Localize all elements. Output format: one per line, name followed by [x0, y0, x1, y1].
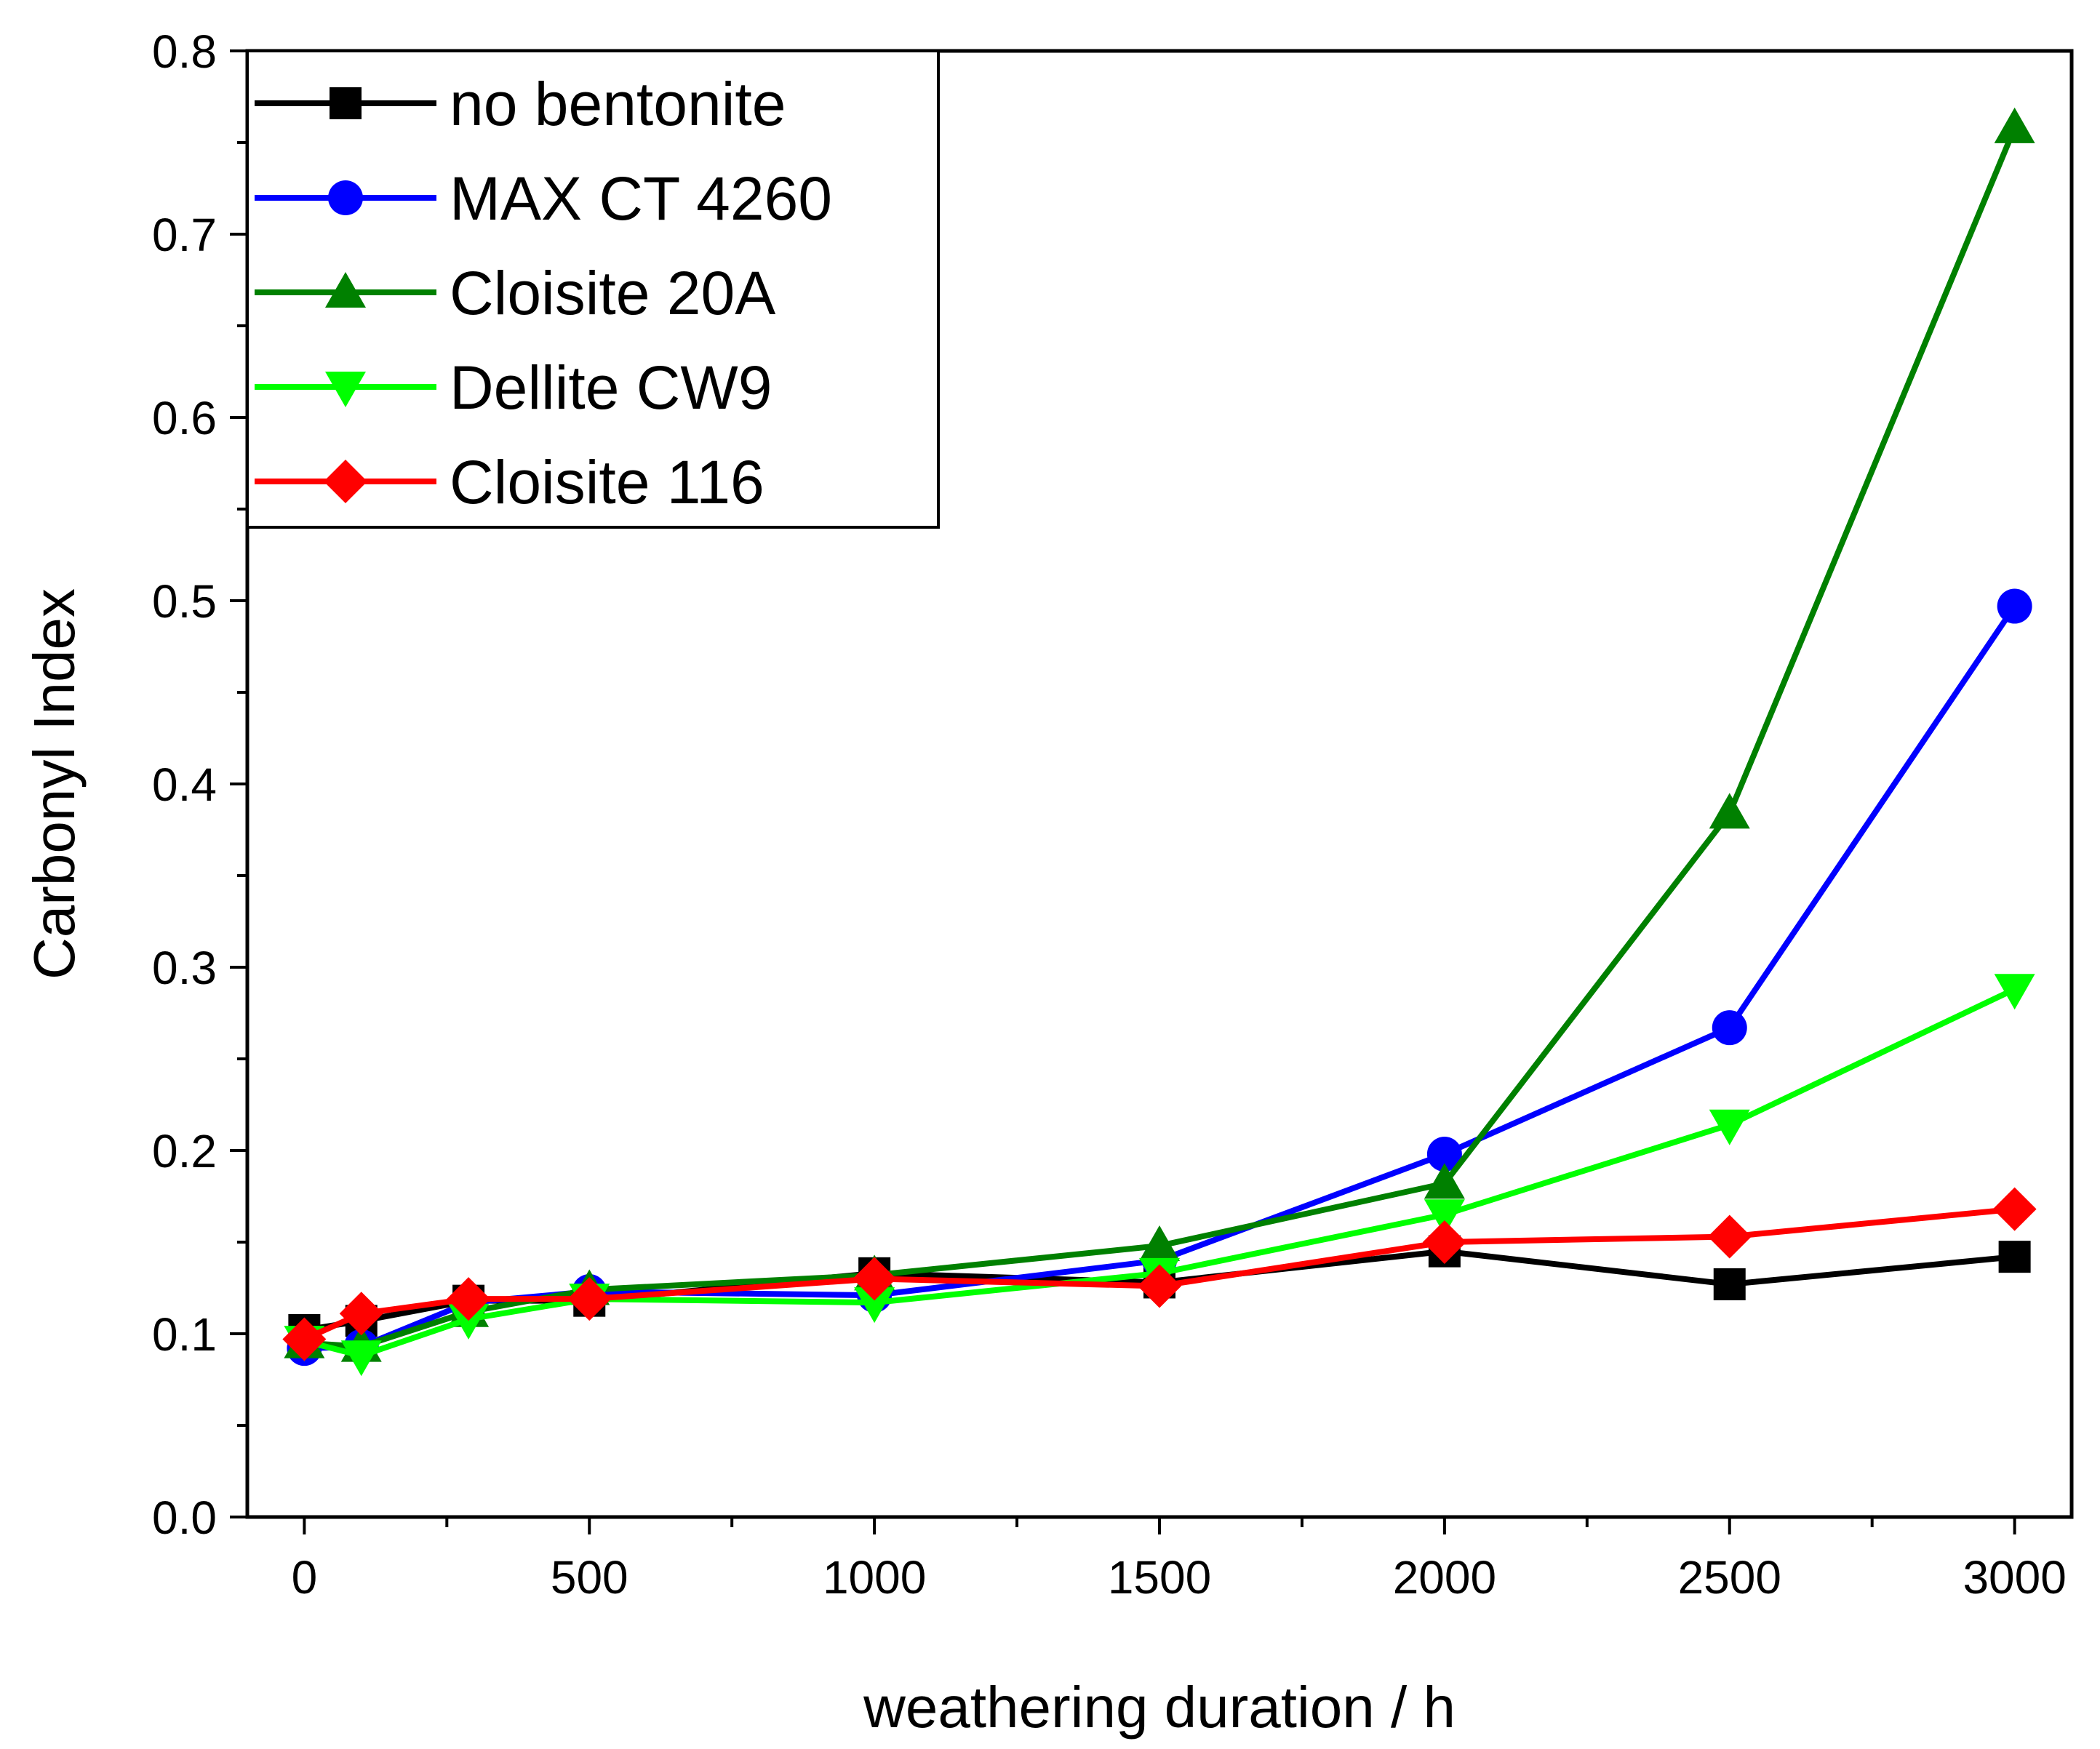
axes: 0 500 1000 1500 2000 2500 3000 0.0 0.1 0.2 0.3 0.4 0…	[152, 25, 2074, 1604]
y-tick-label: 0.4	[152, 759, 217, 811]
y-tick-label: 0.0	[152, 1492, 217, 1544]
legend-label: Cloisite 116	[450, 448, 764, 516]
legend-item: no bentonite	[255, 70, 786, 138]
data-point	[1709, 793, 1750, 829]
series-layer	[282, 107, 2037, 1377]
data-point	[340, 1340, 382, 1377]
data-point	[1994, 107, 2035, 143]
data-point	[447, 1277, 491, 1321]
data-point	[567, 1277, 612, 1321]
legend-marker	[328, 180, 363, 215]
data-point	[1139, 1225, 1180, 1262]
data-point	[282, 1317, 327, 1361]
legend-label: no bentonite	[450, 70, 786, 138]
data-point	[1713, 1268, 1746, 1300]
x-tick-label: 1000	[823, 1551, 926, 1604]
data-point	[1424, 1199, 1465, 1236]
legend-marker	[325, 272, 366, 308]
legend-item: MAX CT 4260	[255, 164, 832, 233]
legend-item: Dellite CW9	[255, 353, 772, 422]
data-point	[1709, 1109, 1750, 1145]
data-point	[339, 1292, 383, 1336]
data-point	[1994, 974, 2035, 1010]
data-point	[1998, 1241, 2031, 1273]
data-point	[1138, 1264, 1181, 1308]
legend-marker	[330, 87, 362, 119]
y-tick-label: 0.1	[152, 1308, 217, 1361]
legend-item: Cloisite 116	[255, 448, 764, 516]
x-tick-label: 0	[292, 1551, 318, 1604]
x-tick-label: 2500	[1678, 1551, 1781, 1604]
data-point	[1426, 1137, 1462, 1172]
legend-marker	[324, 460, 367, 503]
y-tick-label: 0.8	[152, 25, 217, 78]
data-point	[853, 1257, 897, 1301]
data-point	[448, 1303, 490, 1340]
data-point	[1992, 1187, 2037, 1231]
series-dellite-cw9	[284, 974, 2035, 1377]
x-tick-label: 2000	[1393, 1551, 1496, 1604]
y-tick-label: 0.5	[152, 575, 217, 628]
data-point	[1707, 1214, 1752, 1259]
legend: no bentonite MAX CT 4260 Cloisite 20A Delli…	[246, 49, 940, 529]
legend-item: Cloisite 20A	[255, 259, 775, 327]
series-cloisite-116	[282, 1187, 2037, 1361]
legend-marker	[325, 372, 366, 407]
data-point	[1422, 1220, 1466, 1264]
data-point	[1997, 588, 2032, 624]
legend-label: Cloisite 20A	[450, 259, 775, 327]
y-tick-label: 0.6	[152, 392, 217, 444]
legend-box	[246, 49, 940, 529]
x-tick-label: 3000	[1963, 1551, 2066, 1604]
legend-label: Dellite CW9	[450, 353, 772, 422]
y-tick-label: 0.3	[152, 942, 217, 994]
y-tick-label: 0.7	[152, 209, 217, 261]
x-tick-label: 500	[551, 1551, 628, 1604]
data-point	[1712, 1010, 1747, 1046]
x-axis-title: weathering duration / h	[863, 1675, 1456, 1740]
data-point	[854, 1287, 895, 1324]
x-tick-label: 1500	[1108, 1551, 1211, 1604]
y-axis-title: Carbonyl Index	[22, 588, 87, 980]
legend-label: MAX CT 4260	[450, 164, 832, 233]
data-point	[1424, 1163, 1465, 1199]
y-tick-label: 0.2	[152, 1125, 217, 1177]
